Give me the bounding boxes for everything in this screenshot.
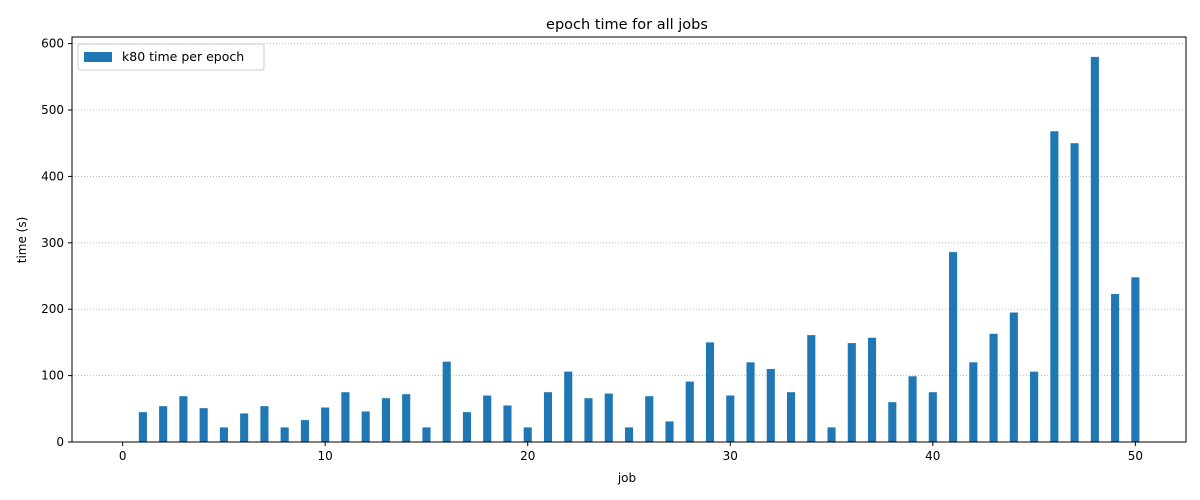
y-axis-label: time (s) [15,217,29,264]
bar-job-40 [928,392,937,442]
bar-job-10 [321,407,330,442]
bar-job-36 [847,343,856,442]
legend-box [77,43,265,71]
bar-job-46 [1050,131,1059,442]
y-tick-label: 400 [41,169,64,183]
bar-job-29 [705,342,715,442]
bar-job-27 [665,421,674,442]
bar-job-23 [584,398,593,442]
bar-job-31 [746,362,755,442]
bar-job-17 [462,412,472,442]
bar-job-28 [685,381,694,442]
bar-job-9 [300,420,309,442]
bar-job-16 [442,361,451,442]
x-tick-label: 30 [723,449,738,463]
plot-frame [71,36,1187,443]
bar-job-20 [523,427,532,442]
bar-job-2 [159,406,168,442]
x-tick-label: 40 [925,449,940,463]
bar-job-4 [199,408,208,442]
bar-job-42 [969,362,978,442]
bar-job-15 [422,427,431,442]
bar-job-33 [786,392,796,442]
bar-job-43 [989,333,998,442]
bar-job-38 [888,402,897,442]
x-tick-label: 50 [1128,449,1143,463]
bar-job-7 [260,406,269,442]
bar-job-26 [645,396,654,442]
bar-job-25 [624,427,634,442]
bar-job-14 [402,394,411,442]
bar-job-18 [483,395,492,442]
bar-job-44 [1009,312,1018,442]
bar-job-45 [1030,371,1039,442]
bar-job-47 [1070,143,1079,443]
bar-job-11 [341,392,350,442]
y-tick-label: 500 [41,103,64,117]
bar-job-48 [1090,56,1099,443]
bar-job-50 [1131,277,1140,442]
bar-job-39 [908,376,917,442]
bar-job-32 [766,368,775,442]
bar-job-21 [543,392,553,442]
bar-job-12 [361,411,370,442]
bar-layer [138,56,1140,443]
bar-job-19 [503,405,512,442]
x-tick-label: 20 [520,449,535,463]
y-tick-label: 100 [41,369,64,383]
legend-label: k80 time per epoch [122,49,244,64]
bar-job-30 [726,395,735,442]
y-tick-label: 0 [56,435,64,449]
bar-job-49 [1111,293,1120,442]
y-tick-label: 200 [41,302,64,316]
grid-layer [72,43,1186,443]
bar-job-37 [868,337,877,442]
bar-job-5 [219,427,228,442]
bar-job-35 [827,427,836,442]
y-tick-label: 600 [41,37,64,51]
legend: k80 time per epoch [77,43,265,71]
bar-job-6 [240,413,249,442]
bar-job-24 [604,393,613,442]
bar-job-22 [564,371,573,442]
y-tick-label: 300 [41,236,64,250]
x-axis-label: job [617,471,636,485]
bar-job-13 [381,398,390,442]
bar-job-34 [807,335,816,442]
x-tick-label: 10 [318,449,333,463]
chart-title: epoch time for all jobs [546,17,708,33]
bar-job-41 [949,252,958,442]
bar-job-3 [179,396,188,442]
x-tick-label: 0 [119,449,127,463]
bar-job-8 [280,427,289,442]
bar-job-1 [138,412,147,442]
tick-layer: 0 100 200 300 400 500 600 0 10 20 30 40 50 [41,37,1143,463]
legend-swatch [84,52,112,62]
